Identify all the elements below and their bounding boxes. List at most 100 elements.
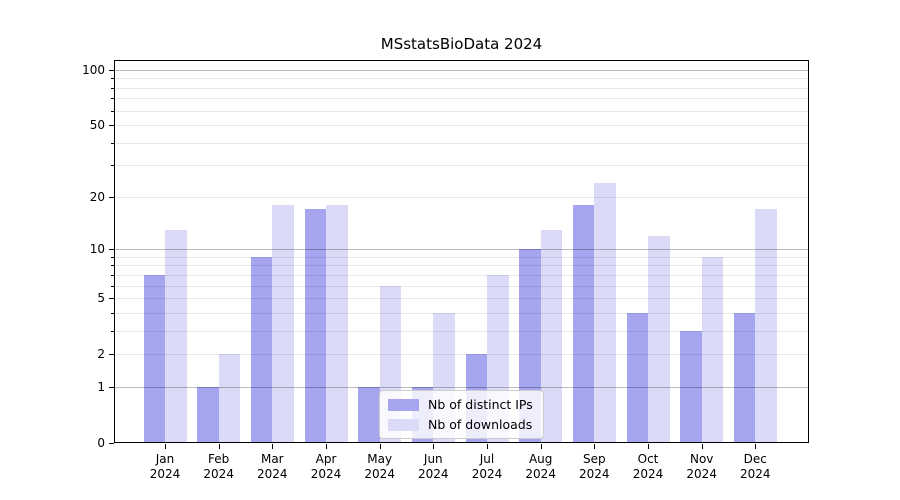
bar-nb-of-distinct-ips-jan <box>143 274 165 443</box>
major-gridline <box>114 249 809 251</box>
bar-nb-of-distinct-ips-dec <box>733 312 756 443</box>
x-tick-mark <box>433 444 435 449</box>
minor-gridline <box>114 125 809 126</box>
y-minor-tick-mark <box>111 256 114 258</box>
bar-nb-of-downloads-apr <box>326 204 348 443</box>
x-tick-label: Feb 2024 <box>203 452 234 481</box>
legend-swatch-distinct-ips <box>388 398 419 411</box>
y-tick-mark <box>109 125 114 126</box>
y-minor-tick-mark <box>111 87 114 89</box>
y-tick-mark <box>109 298 114 300</box>
minor-gridline <box>114 196 809 198</box>
y-tick-label: 50 <box>89 118 105 132</box>
y-tick-mark <box>109 196 114 198</box>
y-tick-label: 2 <box>97 347 105 362</box>
x-tick-mark <box>326 444 327 449</box>
y-minor-tick-mark <box>111 274 114 276</box>
y-minor-tick-mark <box>111 285 114 287</box>
bar-nb-of-distinct-ips-oct <box>626 312 648 443</box>
x-tick-label: Jun 2024 <box>418 452 449 481</box>
x-tick-label-year: 2024 <box>418 467 449 481</box>
minor-gridline <box>114 87 809 89</box>
x-tick-mark <box>379 444 381 449</box>
bar-nb-of-downloads-aug <box>540 229 563 443</box>
y-minor-tick-mark <box>111 110 114 112</box>
x-tick-label: Jan 2024 <box>149 452 181 481</box>
bar-nb-of-downloads-sep <box>594 182 616 443</box>
bar-nb-of-downloads-nov <box>701 256 724 443</box>
x-tick-label: Jul 2024 <box>471 452 503 481</box>
y-tick-mark <box>109 443 114 444</box>
y-tick-mark <box>109 69 114 71</box>
bar-nb-of-distinct-ips-mar <box>250 256 273 443</box>
y-minor-tick-mark <box>111 142 114 144</box>
minor-gridline <box>114 142 809 144</box>
minor-gridline <box>114 165 809 167</box>
x-tick-mark <box>701 444 703 449</box>
minor-gridline <box>114 98 809 100</box>
x-tick-label-year: 2024 <box>364 467 395 481</box>
x-tick-mark <box>648 444 649 449</box>
x-tick-mark <box>755 444 757 449</box>
y-minor-tick-mark <box>111 312 114 314</box>
x-tick-label-year: 2024 <box>579 467 610 481</box>
y-minor-tick-mark <box>111 98 114 100</box>
minor-gridline <box>114 78 809 80</box>
y-tick-label: 10 <box>89 242 105 257</box>
y-tick-mark <box>109 354 114 356</box>
y-tick-mark <box>109 249 114 251</box>
y-minor-tick-mark <box>111 165 114 167</box>
minor-gridline <box>114 110 809 112</box>
x-tick-label: Mar 2024 <box>257 452 288 481</box>
major-gridline <box>114 69 809 71</box>
bar-nb-of-distinct-ips-may <box>358 386 380 443</box>
x-tick-label-year: 2024 <box>525 467 556 481</box>
x-tick-label: Apr 2024 <box>310 452 342 481</box>
y-tick-mark <box>109 386 114 388</box>
x-tick-label-year: 2024 <box>471 467 503 481</box>
x-tick-mark <box>487 444 488 449</box>
y-tick-label: 0 <box>97 436 105 450</box>
bar-nb-of-distinct-ips-nov <box>680 330 702 443</box>
x-tick-label-year: 2024 <box>686 467 717 481</box>
legend-label-distinct-ips: Nb of distinct IPs <box>428 397 533 412</box>
bar-nb-of-downloads-oct <box>648 235 670 443</box>
x-tick-mark <box>218 444 220 449</box>
y-minor-tick-mark <box>111 330 114 332</box>
x-tick-label: Oct 2024 <box>632 452 664 481</box>
bar-nb-of-downloads-mar <box>272 204 294 443</box>
x-tick-label: Sep 2024 <box>579 452 610 481</box>
x-tick-label-year: 2024 <box>740 467 771 481</box>
x-tick-mark <box>272 444 274 449</box>
y-tick-label: 20 <box>89 189 105 204</box>
y-minor-tick-mark <box>111 265 114 267</box>
x-tick-label-year: 2024 <box>310 467 342 481</box>
legend-item-distinct-ips: Nb of distinct IPs <box>388 397 533 412</box>
y-tick-label: 100 <box>82 62 105 77</box>
y-minor-tick-mark <box>111 78 114 80</box>
x-tick-label: Nov 2024 <box>686 452 717 481</box>
x-tick-mark <box>540 444 542 449</box>
y-tick-label: 1 <box>97 379 105 394</box>
legend-label-downloads: Nb of downloads <box>428 417 533 432</box>
bar-nb-of-downloads-dec <box>755 209 777 443</box>
x-tick-label-year: 2024 <box>149 467 181 481</box>
bar-nb-of-distinct-ips-feb <box>197 386 219 443</box>
x-tick-mark <box>594 444 596 449</box>
x-tick-label: Dec 2024 <box>740 452 771 481</box>
bar-nb-of-distinct-ips-apr <box>304 209 326 443</box>
bar-nb-of-downloads-jan <box>165 229 187 443</box>
y-tick-label: 5 <box>97 291 105 306</box>
legend-item-downloads: Nb of downloads <box>388 417 533 432</box>
bar-nb-of-downloads-feb <box>218 354 241 443</box>
x-tick-mark <box>165 444 166 449</box>
legend: Nb of distinct IPs Nb of downloads <box>379 390 544 439</box>
x-tick-label-year: 2024 <box>257 467 288 481</box>
chart-title: MSstatsBioData 2024 <box>380 35 543 53</box>
x-tick-label: Aug 2024 <box>525 452 556 481</box>
x-tick-label-year: 2024 <box>203 467 234 481</box>
x-tick-label-year: 2024 <box>632 467 664 481</box>
legend-swatch-downloads <box>388 418 419 431</box>
bar-nb-of-distinct-ips-sep <box>572 204 595 443</box>
